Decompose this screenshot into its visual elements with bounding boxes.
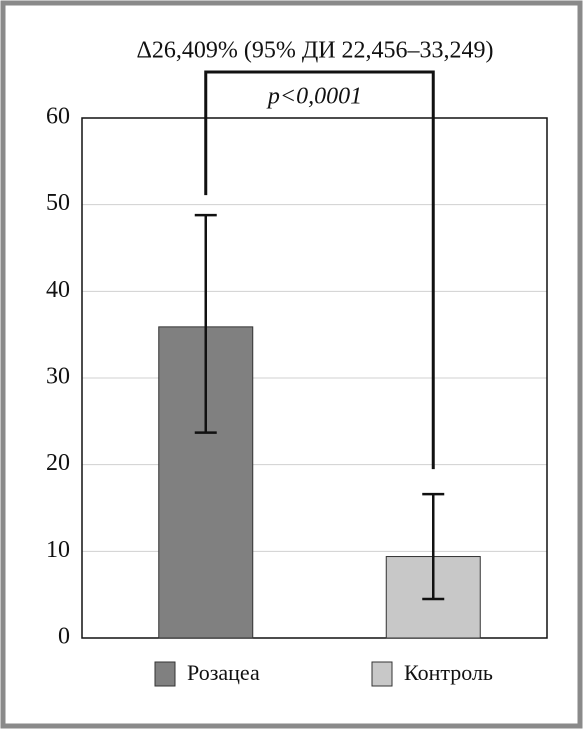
y-tick-label: 10 xyxy=(46,537,70,563)
y-tick-label: 0 xyxy=(58,624,70,650)
legend-label: Розацеа xyxy=(187,660,260,685)
legend-swatch xyxy=(371,661,393,687)
y-tick-label: 50 xyxy=(46,190,70,216)
y-tick-label: 40 xyxy=(46,277,70,303)
y-tick-label: 30 xyxy=(46,364,70,390)
legend-label: Контроль xyxy=(404,660,493,685)
plot-frame xyxy=(81,117,548,639)
legend-swatch xyxy=(154,661,176,687)
annotation: Δ26,409% (95% ДИ 22,456–33,249) xyxy=(136,38,493,64)
p-value: p<0,0001 xyxy=(266,84,362,110)
y-tick-label: 20 xyxy=(46,450,70,476)
comparison-bracket xyxy=(204,70,435,470)
y-tick-label: 60 xyxy=(46,104,70,130)
